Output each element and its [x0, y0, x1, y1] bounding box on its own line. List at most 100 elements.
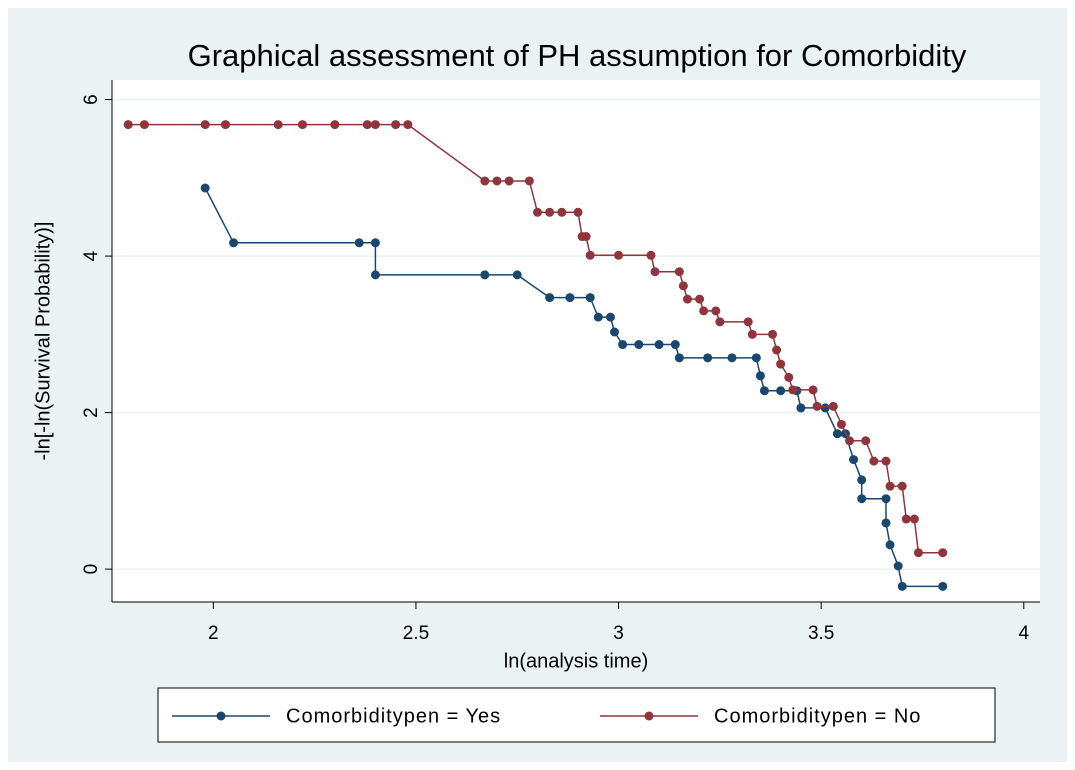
marker [836, 419, 846, 429]
marker [881, 456, 891, 466]
y-tick-label: 4 [81, 250, 102, 261]
marker [370, 120, 380, 130]
marker [674, 353, 684, 363]
x-axis-label: ln(analysis time) [504, 650, 648, 672]
marker [743, 317, 753, 327]
marker [703, 353, 713, 363]
marker [727, 353, 737, 363]
marker [557, 207, 567, 217]
marker [772, 345, 782, 355]
marker [200, 120, 210, 130]
marker [585, 250, 595, 260]
marker [881, 494, 891, 504]
marker [885, 481, 895, 491]
x-tick-label: 3 [613, 623, 624, 644]
marker [220, 120, 230, 130]
marker [893, 561, 903, 571]
marker [614, 250, 624, 260]
marker [480, 176, 490, 186]
marker [820, 403, 830, 413]
marker [938, 581, 948, 591]
marker [678, 281, 688, 291]
legend-marker [216, 711, 226, 721]
legend-label: Comorbiditypen = Yes [286, 705, 501, 727]
marker [909, 514, 919, 524]
marker [897, 481, 907, 491]
marker [297, 120, 307, 130]
marker [832, 429, 842, 439]
marker [654, 340, 664, 350]
marker [504, 176, 514, 186]
y-tick-label: 0 [81, 564, 102, 575]
marker [605, 312, 615, 322]
marker [784, 372, 794, 382]
marker [861, 436, 871, 446]
marker [938, 548, 948, 558]
marker [695, 294, 705, 304]
plot-area [112, 80, 1040, 602]
legend-label: Comorbiditypen = No [714, 705, 921, 727]
marker [545, 207, 555, 217]
x-tick-label: 3.5 [808, 623, 834, 644]
marker [573, 207, 583, 217]
y-tick-label: 2 [81, 407, 102, 418]
marker [776, 359, 786, 369]
marker [808, 385, 818, 395]
marker [828, 401, 838, 411]
marker [897, 581, 907, 591]
y-axis-label: -ln[-ln(Survival Probability)] [32, 222, 54, 461]
marker [674, 267, 684, 277]
marker [593, 312, 603, 322]
marker [759, 386, 769, 396]
marker [711, 306, 721, 316]
x-tick-label: 2 [208, 623, 219, 644]
marker [524, 176, 534, 186]
marker [646, 250, 656, 260]
marker [849, 455, 859, 465]
marker [751, 353, 761, 363]
marker [609, 327, 619, 337]
marker [788, 385, 798, 395]
marker [370, 270, 380, 280]
marker [581, 232, 591, 242]
marker [901, 514, 911, 524]
marker [565, 293, 575, 303]
marker [845, 436, 855, 446]
marker [585, 293, 595, 303]
marker [869, 456, 879, 466]
marker [480, 270, 490, 280]
marker [747, 329, 757, 339]
marker [200, 183, 210, 193]
marker [715, 317, 725, 327]
marker [755, 371, 765, 381]
marker [885, 540, 895, 550]
x-tick-label: 2.5 [403, 623, 429, 644]
marker [403, 120, 413, 130]
marker [354, 238, 364, 248]
marker [512, 270, 522, 280]
marker [618, 340, 628, 350]
marker [634, 340, 644, 350]
chart-title: Graphical assessment of PH assumption fo… [188, 38, 967, 73]
marker [913, 548, 923, 558]
marker [776, 386, 786, 396]
marker [492, 176, 502, 186]
marker [768, 329, 778, 339]
marker [881, 518, 891, 528]
marker [123, 120, 133, 130]
marker [229, 238, 239, 248]
marker [545, 293, 555, 303]
legend-marker [644, 711, 654, 721]
marker [699, 306, 709, 316]
marker [330, 120, 340, 130]
legend [157, 687, 996, 743]
marker [650, 267, 660, 277]
marker [857, 494, 867, 504]
marker [857, 475, 867, 485]
marker [139, 120, 149, 130]
x-tick-label: 4 [1019, 623, 1030, 644]
marker [682, 294, 692, 304]
marker [812, 401, 822, 411]
